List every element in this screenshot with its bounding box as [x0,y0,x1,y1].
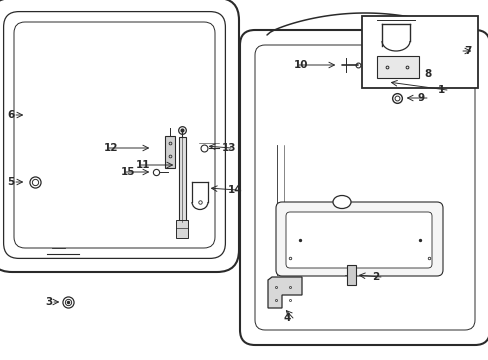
Ellipse shape [332,195,350,208]
Text: 12: 12 [103,143,118,153]
Bar [164,136,175,168]
Bar [176,220,187,238]
Text: 2: 2 [371,272,379,282]
Text: 7: 7 [464,46,471,56]
Text: 10: 10 [293,60,307,70]
Text: 4: 4 [284,313,291,323]
Bar [361,16,477,88]
FancyBboxPatch shape [14,22,215,248]
Text: 3: 3 [45,297,52,307]
Text: 9: 9 [417,93,424,103]
FancyBboxPatch shape [240,30,488,345]
Text: 1: 1 [437,85,445,95]
Bar [346,265,355,285]
Bar [178,137,185,222]
Polygon shape [267,277,302,308]
FancyBboxPatch shape [285,212,431,268]
FancyBboxPatch shape [275,202,442,276]
Text: 5: 5 [7,177,14,187]
Bar [376,56,418,78]
Text: 8: 8 [424,69,431,79]
Text: 6: 6 [7,110,14,120]
Text: 15: 15 [120,167,135,177]
FancyBboxPatch shape [0,0,239,272]
Text: 13: 13 [222,143,236,153]
Text: 11: 11 [135,160,150,170]
Text: 14: 14 [227,185,242,195]
